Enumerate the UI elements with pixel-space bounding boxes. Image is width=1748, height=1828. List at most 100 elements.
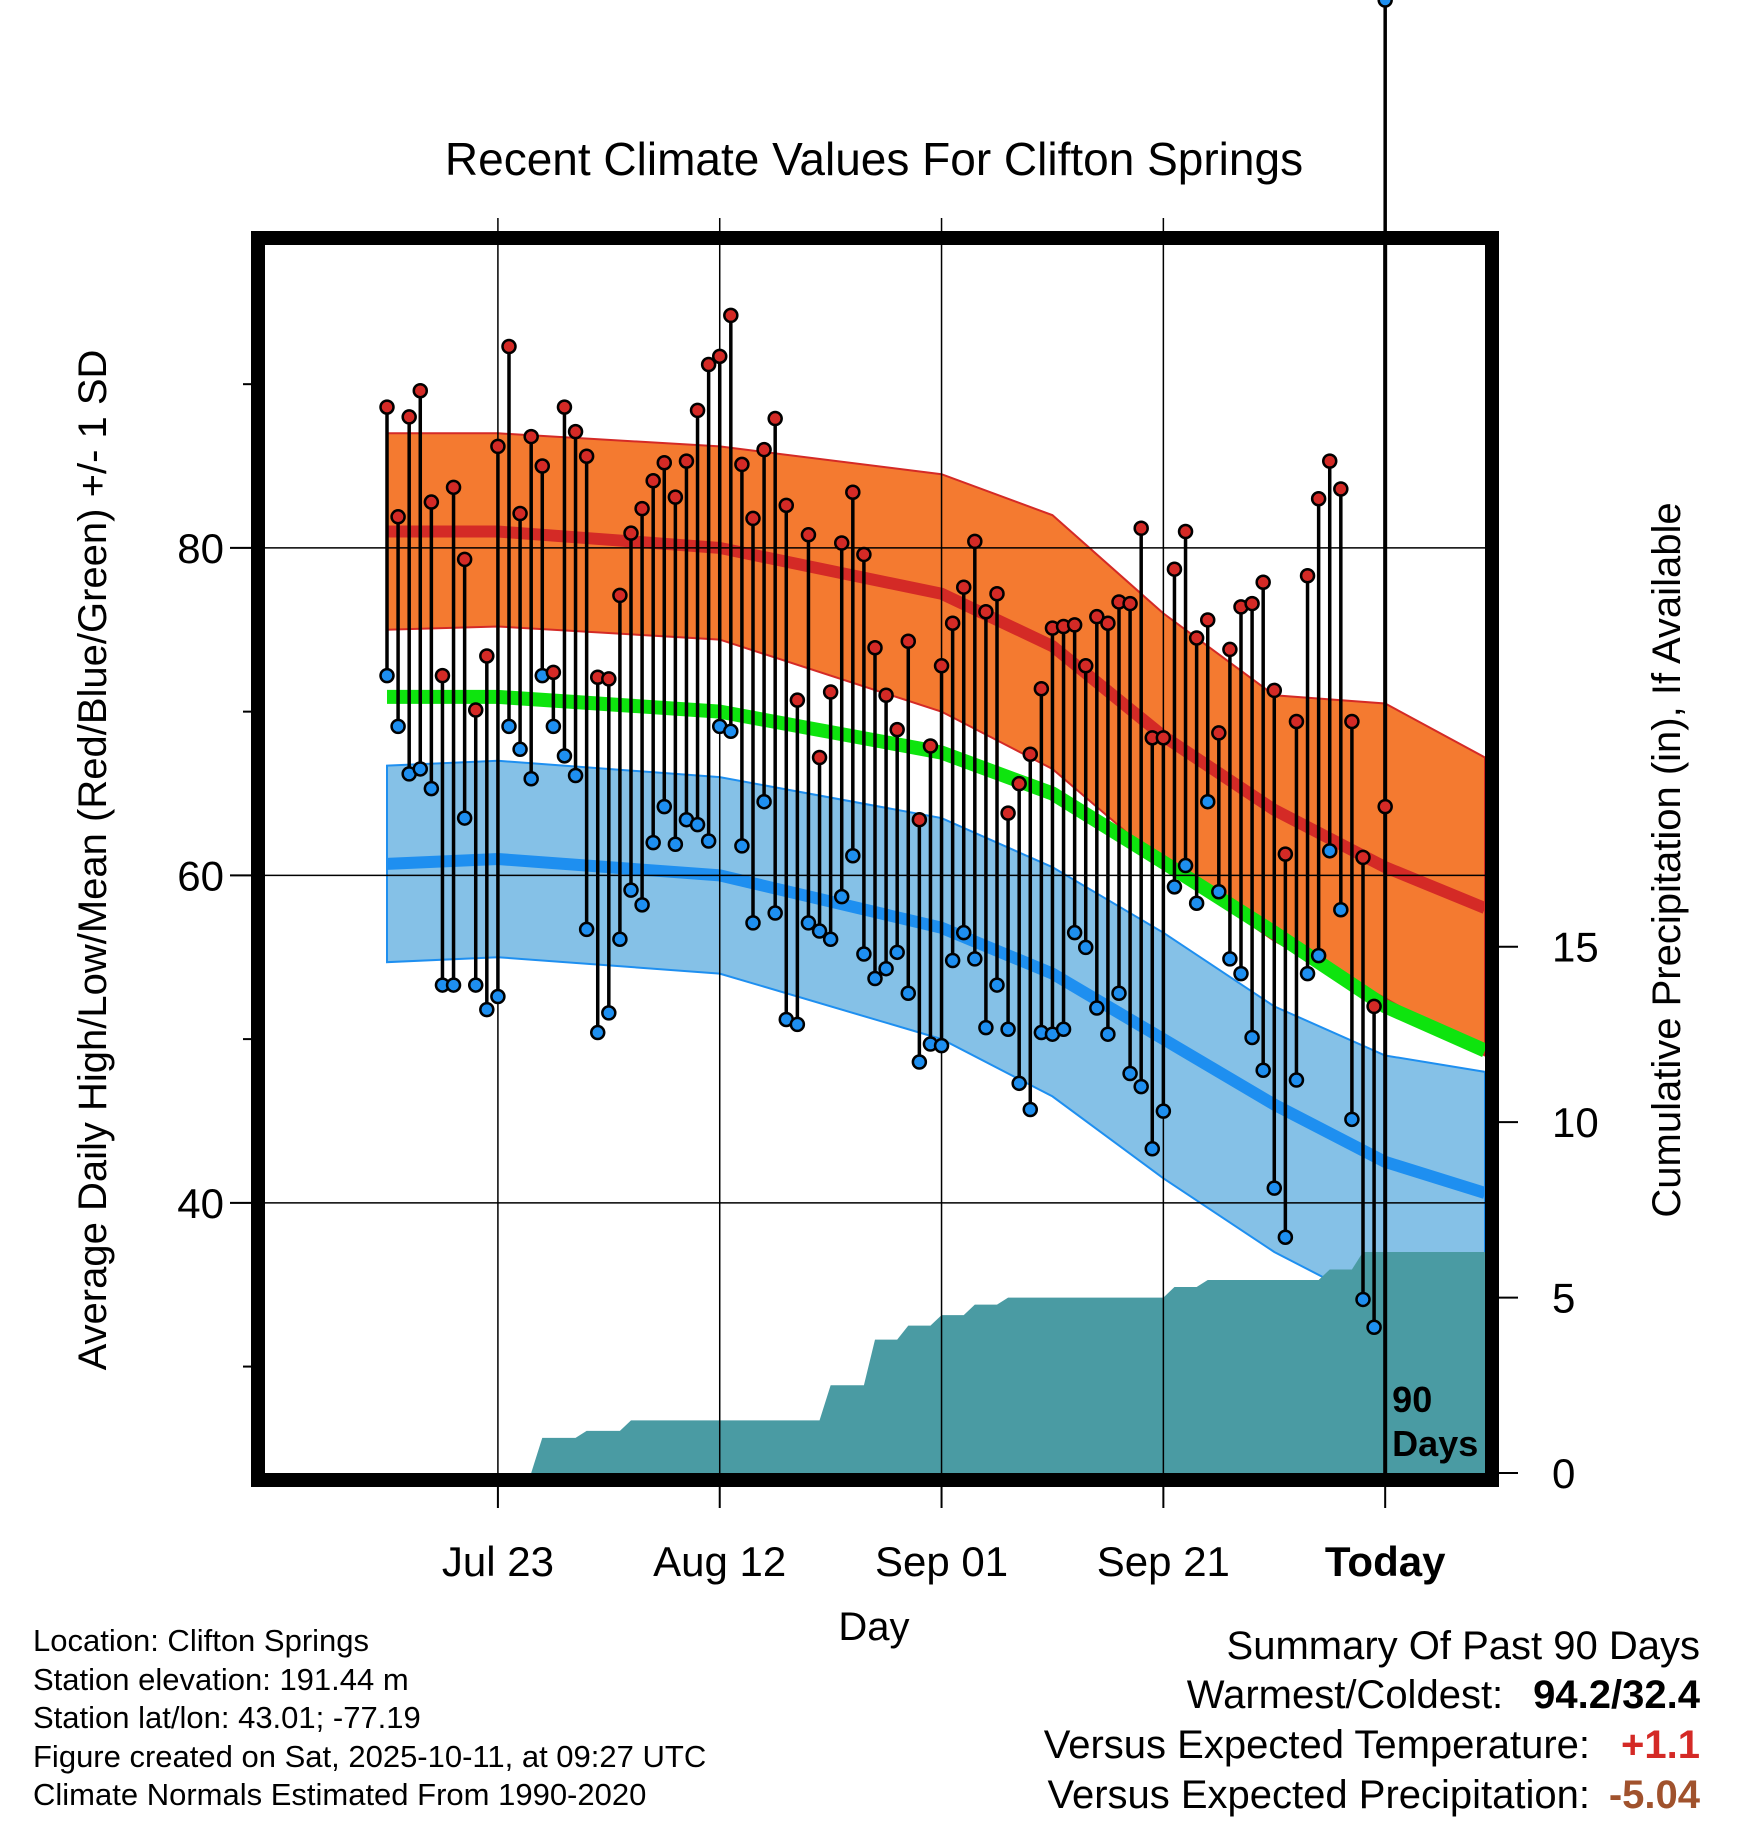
daily-high-point (933, 658, 950, 674)
daily-low-point (412, 761, 429, 777)
daily-high-point (1344, 713, 1360, 730)
daily-high-point (889, 721, 905, 738)
daily-low-point (667, 836, 684, 853)
precip-label: Versus Expected Precipitation: (1047, 1773, 1590, 1817)
daily-low-point (523, 771, 539, 787)
daily-low-point (1355, 1291, 1371, 1308)
daily-low-point (856, 946, 872, 962)
y2-tick-label: 0 (1552, 1450, 1575, 1497)
daily-high-point (911, 811, 928, 828)
daily-high-point (789, 692, 806, 708)
daily-low-point (822, 931, 839, 947)
y-tick-label: 60 (177, 852, 224, 899)
y-tick-label: 40 (177, 1180, 224, 1227)
daily-low-point (944, 952, 961, 969)
warm-cold-value: 94.2/32.4 (1533, 1673, 1700, 1717)
daily-low-point (1011, 1075, 1027, 1092)
x-tick-label: Aug 12 (653, 1538, 786, 1585)
precipitation-layer (387, 1251, 1485, 1473)
daily-high-point (833, 535, 850, 551)
daily-low-point (1022, 1101, 1039, 1118)
daily-high-point (434, 667, 451, 684)
cumulative-precipitation-area (387, 1251, 1485, 1473)
daily-low-point (379, 667, 395, 684)
daily-high-point (634, 500, 650, 517)
created-text: Figure created on Sat, 2025-10-11, at 09… (33, 1738, 707, 1774)
daily-high-point (745, 510, 761, 527)
daily-high-point (1188, 630, 1205, 646)
daily-high-point (656, 455, 673, 471)
daily-low-point (501, 718, 517, 735)
daily-high-point (623, 525, 639, 541)
daily-low-point (734, 838, 750, 854)
daily-high-point (944, 615, 961, 631)
temp-row: Versus Expected Temperature: +1.1 (1044, 1720, 1700, 1770)
daily-low-point (1222, 951, 1238, 967)
daily-low-point (645, 834, 661, 851)
daily-high-point (689, 402, 706, 419)
daily-high-point (800, 527, 817, 543)
daily-low-point (545, 718, 562, 735)
daily-high-point (1288, 713, 1305, 730)
station-info: Location: Clifton Springs Station elevat… (33, 1622, 706, 1815)
daily-high-point (822, 684, 839, 700)
daily-low-point (1122, 1065, 1138, 1082)
daily-high-point (612, 587, 628, 604)
daily-high-point (667, 489, 684, 505)
daily-high-point (1299, 567, 1316, 584)
daily-low-point (833, 888, 850, 905)
daily-low-point (1133, 1078, 1149, 1095)
daily-low-point (800, 915, 817, 931)
daily-high-point (1255, 574, 1271, 591)
daily-high-point (767, 410, 783, 427)
daily-high-point (711, 348, 728, 365)
daily-high-point (1155, 730, 1172, 746)
daily-low-point (512, 741, 528, 758)
daily-low-point (1155, 1103, 1172, 1119)
daily-low-point (1255, 1062, 1271, 1078)
daily-low-point (889, 944, 905, 961)
daily-low-point (1299, 965, 1316, 982)
daily-high-point (534, 458, 551, 474)
x-tick-label: Sep 21 (1097, 1538, 1230, 1585)
daily-high-point (556, 399, 573, 415)
daily-low-point (589, 1024, 606, 1041)
daily-high-point (1355, 849, 1371, 866)
y2-tick-label: 15 (1552, 924, 1599, 971)
daily-low-point (1089, 1000, 1105, 1016)
daily-high-point (1199, 612, 1216, 628)
daily-high-point (1000, 805, 1016, 821)
daily-high-point (578, 448, 595, 464)
daily-low-point (1333, 902, 1349, 918)
daily-high-point (567, 423, 584, 440)
daily-low-point (1277, 1229, 1294, 1245)
daily-high-point (678, 453, 695, 469)
daily-high-point (456, 551, 473, 568)
daily-high-point (1100, 615, 1116, 631)
daily-low-point (1199, 793, 1216, 810)
daily-low-point (423, 780, 440, 797)
daily-low-point (390, 718, 406, 735)
daily-high-point (412, 382, 429, 399)
daily-low-point (867, 970, 883, 987)
daily-high-point (490, 438, 506, 455)
daily-high-point (1122, 595, 1138, 612)
daily-low-point (601, 1005, 617, 1021)
daily-high-point (1022, 746, 1039, 762)
daily-high-point (1244, 595, 1260, 612)
daily-low-point (479, 1001, 495, 1018)
daily-high-point (1310, 491, 1327, 507)
daily-high-point (512, 505, 528, 522)
daily-low-point (878, 960, 894, 977)
daily-high-point (1366, 998, 1382, 1015)
daily-low-point (1111, 985, 1127, 1002)
daily-low-point (789, 1016, 806, 1033)
daily-low-point (456, 810, 473, 826)
plot-frame (251, 231, 1499, 1487)
daily-high-point (501, 338, 517, 355)
daily-low-point (955, 924, 972, 941)
daily-high-point (900, 633, 917, 649)
daily-low-point (1211, 883, 1227, 900)
daily-high-point (1277, 846, 1294, 862)
